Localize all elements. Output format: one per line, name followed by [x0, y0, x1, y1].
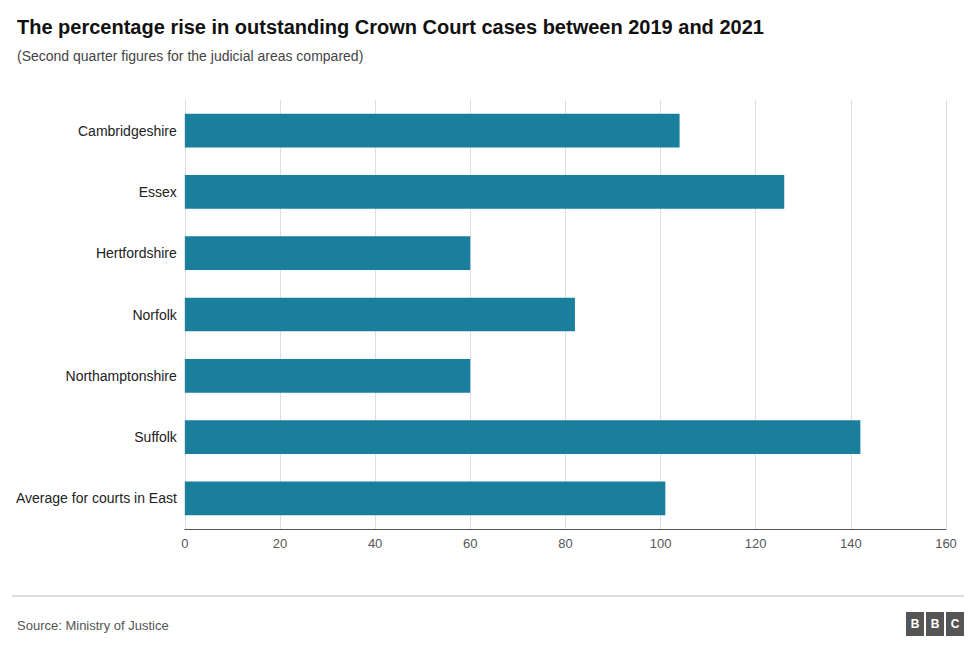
svg-text:Source: Ministry of Justice: Source: Ministry of Justice [17, 618, 169, 633]
svg-text:Cambridgeshire: Cambridgeshire [78, 123, 177, 139]
svg-text:Hertfordshire: Hertfordshire [96, 245, 177, 261]
svg-text:B: B [911, 617, 920, 631]
svg-text:C: C [951, 617, 960, 631]
svg-text:40: 40 [368, 536, 382, 551]
svg-text:20: 20 [273, 536, 287, 551]
svg-text:Average for courts in East: Average for courts in East [16, 490, 177, 506]
svg-text:80: 80 [558, 536, 572, 551]
svg-text:(Second quarter figures for th: (Second quarter figures for the judicial… [17, 48, 363, 64]
svg-text:160: 160 [935, 536, 957, 551]
svg-text:0: 0 [181, 536, 188, 551]
svg-text:Suffolk: Suffolk [134, 429, 178, 445]
svg-text:The percentage rise in outstan: The percentage rise in outstanding Crown… [17, 16, 764, 38]
svg-text:B: B [931, 617, 940, 631]
svg-text:Essex: Essex [139, 184, 177, 200]
svg-text:120: 120 [745, 536, 767, 551]
svg-text:60: 60 [463, 536, 477, 551]
svg-text:Northamptonshire: Northamptonshire [66, 368, 177, 384]
svg-text:140: 140 [840, 536, 862, 551]
svg-text:Norfolk: Norfolk [132, 307, 177, 323]
svg-text:100: 100 [650, 536, 672, 551]
